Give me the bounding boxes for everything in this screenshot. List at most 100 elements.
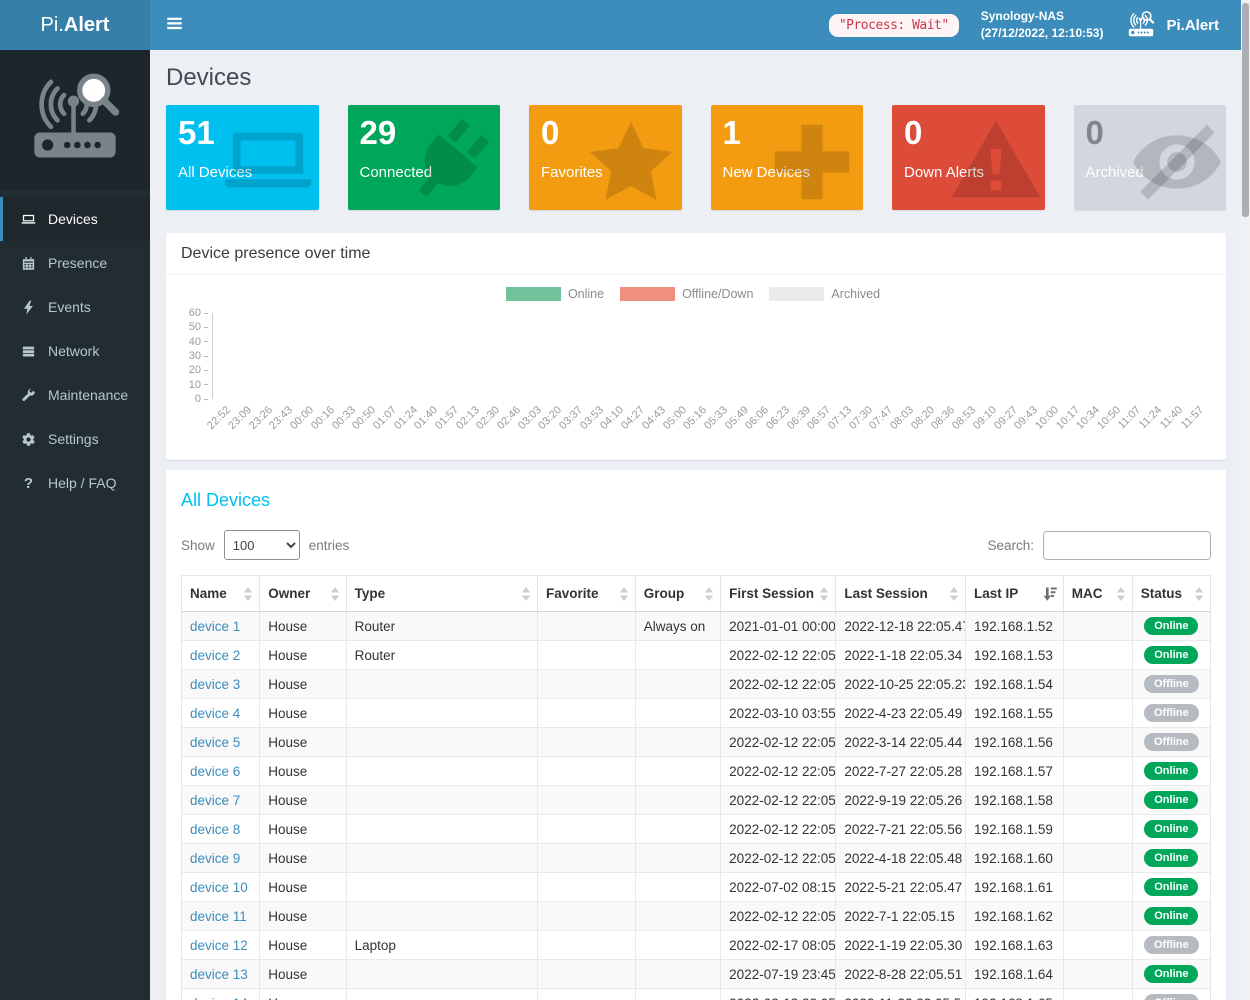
status-badge: Online	[1144, 820, 1199, 838]
app-logo-prefix: Pi.	[40, 14, 64, 36]
cell-type	[346, 727, 539, 757]
device-link[interactable]: device 6	[190, 763, 241, 779]
device-row: device 12 House Laptop 2022-02-17 08:05 …	[181, 930, 1211, 960]
cell-group	[635, 901, 722, 931]
page-length-select[interactable]: 100	[223, 530, 300, 560]
device-link[interactable]: device 13	[190, 966, 248, 982]
cell-first-session: 2022-02-17 08:05	[720, 930, 837, 960]
device-link[interactable]: device 3	[190, 676, 241, 692]
device-row: device 7 House 2022-02-12 22:05 2022-9-1…	[181, 785, 1211, 815]
cell-type	[346, 756, 539, 786]
table-header-row: Name Owner Type Favorite	[181, 575, 1212, 612]
column-header[interactable]: Favorite	[537, 575, 636, 612]
device-link[interactable]: device 9	[190, 850, 241, 866]
cell-first-session: 2022-02-12 22:05	[720, 988, 837, 1000]
cell-last-ip: 192.168.1.55	[965, 698, 1064, 728]
question-icon: ?	[23, 474, 34, 492]
column-header[interactable]: MAC	[1063, 575, 1133, 612]
stat-card[interactable]: 51 All Devices	[166, 105, 319, 210]
top-navbar: Pi.Alert "Process: Wait" Synology-NAS (2…	[0, 0, 1241, 50]
column-header[interactable]: Type	[346, 575, 539, 612]
pialert-brand-link[interactable]: Pi.Alert	[1125, 10, 1223, 40]
cell-group	[635, 669, 722, 699]
network-icon	[21, 344, 36, 359]
cell-group	[635, 814, 722, 844]
column-header[interactable]: Name	[181, 575, 261, 612]
cell-last-session: 2022-1-18 22:05.34	[835, 640, 967, 670]
cell-type: Router	[346, 640, 539, 670]
column-header-label: First Session	[729, 586, 814, 601]
stat-card[interactable]: 0 Down Alerts	[892, 105, 1045, 210]
column-header[interactable]: Group	[635, 575, 722, 612]
sidebar-item-icon	[19, 256, 38, 271]
stat-card[interactable]: 1 New Devices	[710, 105, 863, 210]
cell-name: device 3	[181, 669, 261, 699]
y-axis-tick: 30	[189, 350, 208, 362]
stat-card-label: Favorites	[541, 164, 603, 182]
sidebar-toggle-button[interactable]	[166, 16, 188, 34]
search-input[interactable]	[1043, 530, 1211, 560]
sidebar-item-icon	[19, 212, 38, 227]
device-link[interactable]: device 7	[190, 792, 241, 808]
cell-mac	[1063, 785, 1133, 815]
sidebar-item-events[interactable]: Events	[0, 285, 150, 329]
column-header-label: Type	[354, 586, 386, 601]
stat-card[interactable]: 0 Favorites	[529, 105, 682, 210]
cell-favorite	[537, 814, 636, 844]
sidebar-item-maintenance[interactable]: Maintenance	[0, 373, 150, 417]
cell-mac	[1063, 901, 1133, 931]
calendar-icon	[21, 256, 36, 271]
cell-status: Online	[1132, 756, 1211, 786]
device-link[interactable]: device 4	[190, 705, 241, 721]
device-link[interactable]: device 12	[190, 937, 248, 953]
laptop-icon	[221, 115, 315, 209]
sidebar-item-help-faq[interactable]: ? Help / FAQ	[0, 461, 150, 505]
column-header[interactable]: Last IP	[965, 575, 1064, 612]
column-header[interactable]: Last Session	[835, 575, 967, 612]
sidebar-item-presence[interactable]: Presence	[0, 241, 150, 285]
legend-swatch	[620, 287, 676, 301]
column-header[interactable]: First Session	[720, 575, 837, 612]
chart-panel-title: Device presence over time	[166, 233, 1226, 275]
vertical-scrollbar[interactable]	[1241, 0, 1250, 1000]
device-row: device 5 House 2022-02-12 22:05 2022-3-1…	[181, 727, 1211, 757]
entries-label: entries	[308, 537, 350, 553]
cell-group	[635, 988, 722, 1000]
y-axis-tick: 20	[189, 364, 208, 376]
status-badge: Online	[1144, 791, 1199, 809]
eye-slash-icon	[1130, 115, 1224, 209]
column-header[interactable]: Owner	[259, 575, 347, 612]
cell-type	[346, 988, 539, 1000]
y-axis-tick: 60	[189, 307, 208, 319]
cell-favorite	[537, 872, 636, 902]
chart-y-axis: 60 50 40 30 20 10 0	[178, 307, 212, 405]
device-link[interactable]: device 1	[190, 618, 241, 634]
column-header[interactable]: Status	[1132, 575, 1212, 612]
router-scan-logo-icon	[23, 70, 127, 170]
sidebar-item-devices[interactable]: Devices	[0, 197, 150, 241]
device-link[interactable]: device 11	[190, 908, 247, 924]
y-axis-tick: 0	[195, 393, 208, 405]
sort-icon	[1116, 586, 1126, 601]
device-link[interactable]: device 14	[190, 996, 248, 1000]
stat-card[interactable]: 29 Connected	[347, 105, 500, 210]
cell-type: Laptop	[346, 930, 539, 960]
device-link[interactable]: device 10	[190, 879, 248, 895]
sidebar-item-settings[interactable]: Settings	[0, 417, 150, 461]
table-title: All Devices	[181, 490, 271, 510]
column-header-label: Name	[190, 586, 227, 601]
stat-card[interactable]: 0 Archived	[1073, 105, 1226, 210]
scrollbar-thumb[interactable]	[1242, 3, 1249, 217]
app-logo[interactable]: Pi.Alert	[0, 0, 150, 50]
chart-legend: Online Offline/Down Archived	[178, 287, 1208, 301]
device-link[interactable]: device 2	[190, 647, 241, 663]
sidebar-item-network[interactable]: Network	[0, 329, 150, 373]
device-link[interactable]: device 5	[190, 734, 241, 750]
y-axis-tick: 50	[189, 321, 208, 333]
sort-icon	[330, 586, 340, 601]
sidebar-item-icon: ?	[19, 475, 38, 492]
device-link[interactable]: device 8	[190, 821, 241, 837]
status-badge: Offline	[1143, 675, 1199, 693]
cell-status: Offline	[1132, 727, 1211, 757]
cell-group	[635, 698, 722, 728]
